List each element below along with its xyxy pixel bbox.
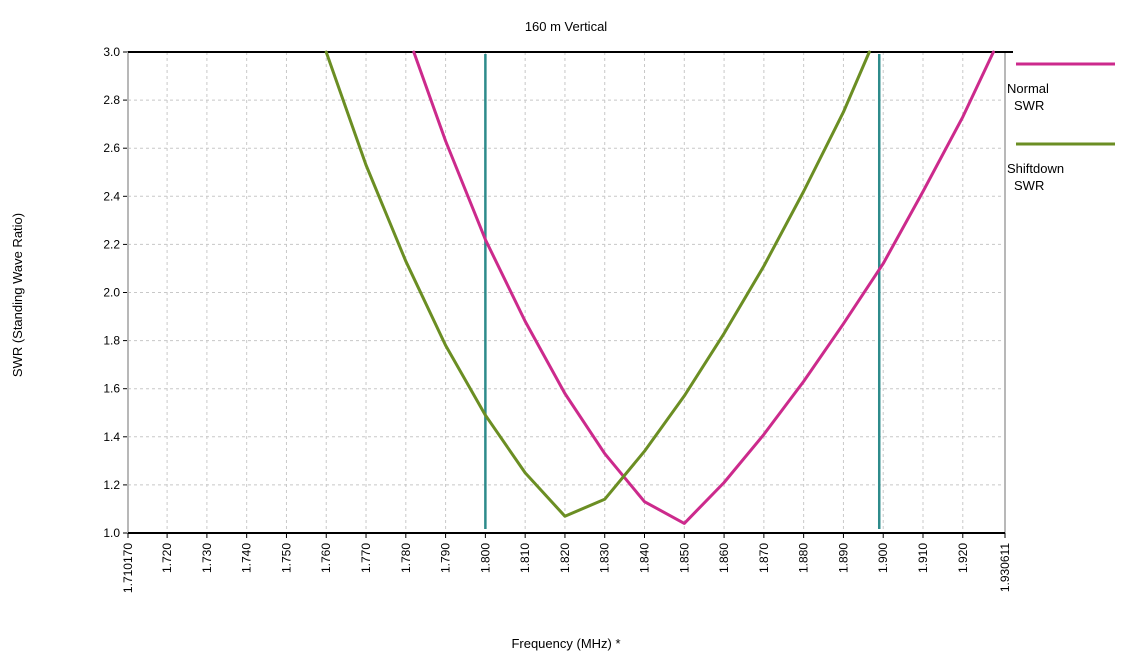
x-tick-label: 1.860 <box>717 543 731 573</box>
grid <box>128 52 1005 533</box>
legend-label-normal-swr-line1: Normal <box>1007 81 1049 96</box>
x-tick-label: 1.910 <box>916 543 930 573</box>
x-tick-label: 1.850 <box>677 543 691 573</box>
x-tick-labels: 1.710170 1.720 1.730 1.740 1.750 1.760 1.770 1.… <box>121 543 1012 593</box>
x-tick-label: 1.890 <box>836 543 850 573</box>
plot-frame <box>123 51 1013 538</box>
x-tick-label: 1.780 <box>399 543 413 573</box>
chart-title: 160 m Vertical <box>525 19 607 34</box>
x-tick-label: 1.750 <box>279 543 293 573</box>
shiftdown-swr-line <box>324 50 871 518</box>
x-tick-label: 1.830 <box>598 543 612 573</box>
series-lines <box>324 50 995 525</box>
x-tick-label: 1.720 <box>160 543 174 573</box>
x-tick-label: 1.770 <box>359 543 373 573</box>
y-tick-label: 2.8 <box>103 93 120 107</box>
legend-label-shiftdown-swr-line1: Shiftdown <box>1007 161 1064 176</box>
x-tick-label: 1.810 <box>518 543 532 573</box>
x-tick-label: 1.840 <box>638 543 652 573</box>
y-tick-label: 1.8 <box>103 334 120 348</box>
y-tick-label: 2.2 <box>103 237 120 251</box>
y-axis-label: SWR (Standing Wave Ratio) <box>10 213 25 377</box>
y-tick-label: 1.4 <box>103 430 120 444</box>
x-tick-label: 1.800 <box>478 543 492 573</box>
legend-label-normal-swr-line2: SWR <box>1014 98 1044 113</box>
x-tick-label: 1.880 <box>797 543 811 573</box>
x-tick-label: 1.730 <box>200 543 214 573</box>
x-tick-label: 1.820 <box>558 543 572 573</box>
band-markers <box>484 54 886 530</box>
x-axis-label: Frequency (MHz) * <box>511 636 620 651</box>
x-tick-label: 1.760 <box>319 543 333 573</box>
y-tick-label: 3.0 <box>103 45 120 59</box>
y-tick-label: 2.4 <box>103 189 120 203</box>
x-tick-label: 1.790 <box>439 543 453 573</box>
x-tick-label: 1.900 <box>876 543 890 573</box>
y-tick-labels: 1.0 1.2 1.4 1.6 1.8 2.0 2.2 2.4 2.6 2.8 3.0 <box>103 45 120 540</box>
y-tick-label: 1.0 <box>103 526 120 540</box>
x-tick-label: 1.930611 <box>998 543 1012 592</box>
x-tick-label: 1.870 <box>757 543 771 573</box>
normal-swr-line <box>412 50 995 525</box>
x-tick-label: 1.710170 <box>121 543 135 593</box>
x-tick-label: 1.740 <box>240 543 254 573</box>
y-tick-label: 2.0 <box>103 286 120 300</box>
y-tick-label: 1.2 <box>103 478 120 492</box>
legend-label-shiftdown-swr-line2: SWR <box>1014 178 1044 193</box>
y-tick-label: 2.6 <box>103 141 120 155</box>
x-tick-label: 1.920 <box>956 543 970 573</box>
legend: Normal SWR Shiftdown SWR <box>1007 62 1115 193</box>
y-tick-label: 1.6 <box>103 382 120 396</box>
